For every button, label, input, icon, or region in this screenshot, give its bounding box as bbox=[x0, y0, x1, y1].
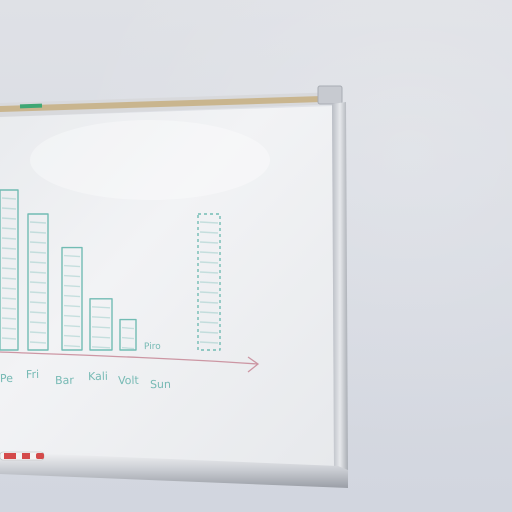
bar-hatch bbox=[1, 237, 17, 240]
marker-tray bbox=[0, 452, 348, 488]
bar-hatch bbox=[29, 311, 47, 314]
bar-hatch bbox=[1, 197, 17, 200]
bar-hatch bbox=[91, 346, 111, 349]
red-marker-icon bbox=[0, 451, 45, 461]
bar-hatch bbox=[199, 321, 219, 324]
bar-hatch bbox=[1, 307, 17, 310]
bar-hatch bbox=[29, 251, 47, 254]
bar-hatch bbox=[63, 314, 81, 318]
bar-hatch bbox=[63, 294, 81, 298]
board-surface bbox=[0, 106, 334, 466]
bar-hatch bbox=[63, 264, 81, 268]
bar-hatch bbox=[1, 277, 17, 280]
bar-hatch bbox=[29, 291, 47, 294]
bar-hatch bbox=[121, 346, 135, 350]
x-label: Bar bbox=[54, 373, 74, 388]
x-label: Sun bbox=[149, 377, 172, 392]
bar-hatch bbox=[63, 284, 81, 288]
bar-hatch bbox=[91, 316, 111, 319]
bar-hatch bbox=[1, 337, 17, 340]
x-label: Volt bbox=[117, 373, 139, 388]
drawn-axis-arrow bbox=[0, 351, 260, 373]
bar-hatch bbox=[29, 261, 47, 264]
bar-hatch bbox=[63, 324, 81, 328]
bar-hatch bbox=[199, 241, 219, 244]
board-glare bbox=[30, 120, 270, 200]
bar-hatch bbox=[63, 274, 81, 278]
bar-hatch bbox=[1, 247, 17, 250]
bar-hatch bbox=[63, 254, 81, 258]
bar-hatch bbox=[29, 271, 47, 274]
bar-hatch bbox=[29, 321, 47, 324]
bar-hatch bbox=[199, 251, 219, 254]
x-label: Pe bbox=[0, 371, 14, 386]
bar-hatch bbox=[199, 291, 219, 294]
drawn-bar bbox=[89, 298, 113, 351]
bar-hatch bbox=[199, 231, 219, 234]
drawn-bar bbox=[119, 318, 137, 351]
bar-hatch bbox=[29, 301, 47, 304]
drawn-bar bbox=[27, 213, 49, 351]
bar-hatch bbox=[1, 267, 17, 270]
bar-hatch bbox=[1, 317, 17, 320]
x-label: Fri bbox=[25, 367, 40, 382]
bar-hatch bbox=[91, 336, 111, 339]
bar-hatch bbox=[1, 297, 17, 300]
bar-hatch bbox=[29, 331, 47, 334]
bar-hatch bbox=[63, 304, 81, 308]
bar-hatch bbox=[199, 271, 219, 274]
drawn-bars bbox=[0, 189, 221, 351]
drawn-bar bbox=[197, 213, 221, 351]
bar-hatch bbox=[121, 336, 135, 340]
bar-hatch bbox=[199, 261, 219, 264]
bar-hatch bbox=[29, 231, 47, 234]
drawn-bar bbox=[0, 189, 19, 351]
bar-hatch bbox=[199, 281, 219, 284]
bar-hatch bbox=[1, 327, 17, 330]
bar-hatch bbox=[1, 227, 17, 230]
bar-hatch bbox=[29, 241, 47, 244]
bar-hatch bbox=[199, 341, 219, 344]
bar-hatch bbox=[1, 287, 17, 290]
bar-hatch bbox=[29, 221, 47, 224]
bar-hatch bbox=[29, 281, 47, 284]
bar-hatch bbox=[63, 344, 81, 348]
bar-hatch bbox=[199, 311, 219, 314]
small-label: Piro bbox=[143, 341, 161, 353]
x-label: Kali bbox=[87, 369, 108, 384]
bar-hatch bbox=[1, 217, 17, 220]
bar-hatch bbox=[199, 221, 219, 224]
bar-hatch bbox=[91, 306, 111, 309]
drawn-bar bbox=[61, 246, 83, 351]
bar-hatch bbox=[199, 301, 219, 304]
bar-hatch bbox=[63, 334, 81, 338]
bar-hatch bbox=[121, 326, 135, 330]
map-rail bbox=[0, 85, 343, 117]
bar-hatch bbox=[91, 326, 111, 329]
bar-hatch bbox=[29, 341, 47, 344]
bar-hatch bbox=[199, 331, 219, 334]
board-frame-right bbox=[332, 102, 348, 476]
bar-hatch bbox=[1, 257, 17, 260]
bar-hatch bbox=[1, 207, 17, 210]
